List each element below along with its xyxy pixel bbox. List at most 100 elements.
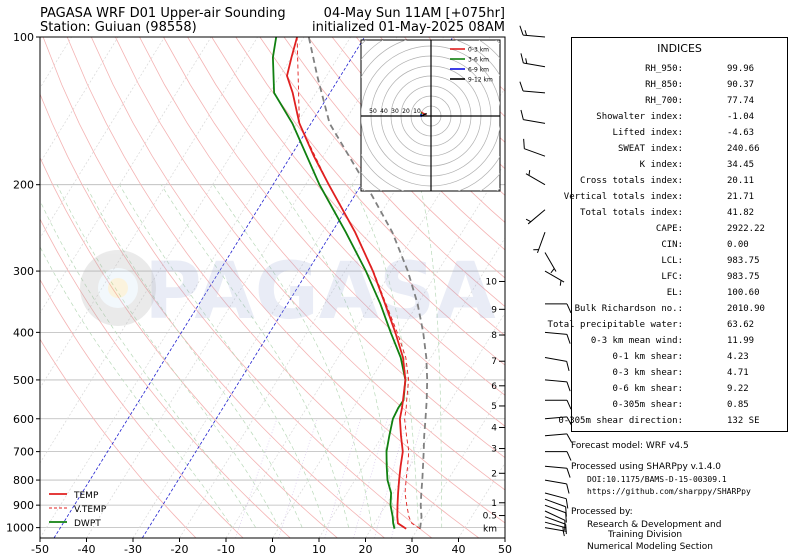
hodograph-legend-label: 0-3 km [468, 47, 489, 54]
moist-adiabat [351, 184, 419, 528]
hodograph-legend-label: 9-12 km [468, 77, 493, 84]
wind-barb [544, 270, 565, 286]
valid-time: 04-May Sun 11AM [+075hr] initialized 01-… [312, 7, 505, 35]
wind-barb-flag [520, 53, 524, 64]
index-value: -4.63 [727, 128, 755, 138]
freezing-isotherm [53, 37, 365, 538]
wind-barb-staff [544, 521, 567, 529]
index-label: Total totals index: [580, 208, 683, 218]
wind-barb-flag [564, 520, 566, 531]
index-value: 20.11 [727, 176, 755, 186]
wind-barb-flag [566, 303, 572, 314]
index-row: 0-3 km shear: 4.71 [572, 368, 787, 382]
moist-adiabat [56, 184, 280, 528]
dry-adiabat [211, 37, 505, 366]
index-label: RH_850: [645, 80, 683, 90]
wind-barb-staff [544, 357, 567, 362]
index-row: LFC: 983.75 [572, 272, 787, 286]
dry-adiabat [163, 37, 505, 427]
index-label: 0-305m shear direction: [558, 416, 683, 426]
y-tick-label: 500 [13, 374, 34, 387]
x-tick-label: 50 [498, 543, 512, 556]
dry-adiabat [139, 37, 505, 459]
index-label: Total precipitable water: [547, 320, 683, 330]
wind-barb [520, 109, 546, 124]
sharppy-url: https://github.com/sharppy/SHARPpy [587, 487, 751, 496]
wind-barb [523, 138, 546, 157]
sounding-traces [271, 37, 429, 530]
index-row: SWEAT index: 240.66 [572, 144, 787, 158]
wind-barb-half-flag [525, 58, 528, 64]
x-tick-label: 10 [312, 543, 326, 556]
division-line-2: Training Division [608, 530, 683, 540]
doi-text: DOI:10.1175/BAMS-D-15-00309.1 [587, 475, 727, 484]
wind-barb [544, 492, 569, 509]
wind-barb [545, 451, 572, 461]
dry-adiabat [66, 37, 480, 538]
hodograph-ring-label: 20 [402, 108, 410, 115]
wind-barb [544, 416, 573, 426]
wind-barb-flag [566, 361, 570, 371]
wind-barb-staff [523, 90, 546, 94]
forecast-model: Forecast model: WRF v4.5 [571, 441, 689, 451]
wind-barb-staff [527, 209, 546, 225]
init-time-line: initialized 01-May-2025 08AM [311, 20, 505, 35]
wind-barb [520, 53, 546, 68]
wind-barb [545, 303, 572, 314]
x-tick-label: -30 [124, 543, 142, 556]
y-tick-label: 200 [13, 179, 34, 192]
wind-barb [533, 232, 546, 254]
indices-panel: INDICES RH_950: 99.96 RH_850: 90.37 RH_700: 7… [548, 37, 788, 432]
wind-barb-half-flag [525, 218, 532, 223]
watermark: PAGASA [144, 247, 495, 337]
dry-adiabat [40, 338, 197, 538]
height-tick-label: 10 [486, 277, 498, 287]
index-row: K index: 34.45 [572, 160, 787, 174]
height-tick-label: 5 [491, 402, 497, 412]
wind-barb-half-flag [559, 280, 562, 286]
index-value: 0.00 [727, 240, 749, 250]
division-line-3: Numerical Modeling Section [587, 542, 714, 552]
index-value: 99.96 [727, 64, 755, 74]
wind-barb [544, 252, 557, 274]
moist-adiabat [160, 184, 350, 528]
y-tick-label: 900 [13, 499, 34, 512]
index-row: Vertical totals index: 21.71 [564, 192, 787, 206]
wind-barb-staff [544, 510, 566, 521]
temperature-line [286, 37, 407, 530]
y-tick-label: 1000 [6, 522, 34, 535]
wind-barb-staff [544, 479, 567, 485]
wind-barb-staff [544, 492, 567, 500]
wind-barb-staff [544, 516, 566, 525]
index-label: CAPE: [655, 224, 683, 234]
wind-barb-flag [566, 433, 573, 443]
moist-adiabat [119, 184, 326, 528]
wind-barb-half-flag [528, 170, 531, 176]
height-tick-label: 9 [491, 305, 497, 315]
legend: TEMP V.TEMP DWPT [49, 491, 107, 529]
index-value: 11.99 [727, 336, 755, 346]
moist-adiabat [213, 184, 373, 528]
index-value: 2010.90 [727, 304, 765, 314]
index-label: LFC: [661, 272, 683, 282]
hodograph-legend-label: 6-9 km [468, 67, 489, 74]
x-tick-label: 40 [452, 543, 466, 556]
index-label: SWEAT index: [617, 144, 683, 154]
wind-barb-staff [544, 331, 567, 335]
hodograph-ring-label: 50 [369, 108, 377, 115]
height-tick-label: 6 [491, 382, 497, 392]
index-row: 0-305m shear: 0.85 [572, 400, 787, 414]
index-row: CAPE: 2922.22 [572, 224, 787, 238]
wind-barb-staff [544, 498, 566, 508]
processed-by: Processed by: [571, 507, 633, 517]
wind-barb [544, 521, 567, 533]
index-row: Bulk Richardson no.: 2010.90 [572, 304, 787, 318]
dry-adiabat [187, 37, 505, 396]
index-label: 0-3 km shear: [612, 368, 683, 378]
index-label: 0-6 km shear: [612, 384, 683, 394]
x-tick-label: -50 [31, 543, 49, 556]
dry-adiabat [283, 37, 505, 279]
wind-barb-half-flag [524, 30, 528, 36]
mixing-ratio-line [353, 418, 388, 538]
moist-adiabat [40, 199, 256, 528]
